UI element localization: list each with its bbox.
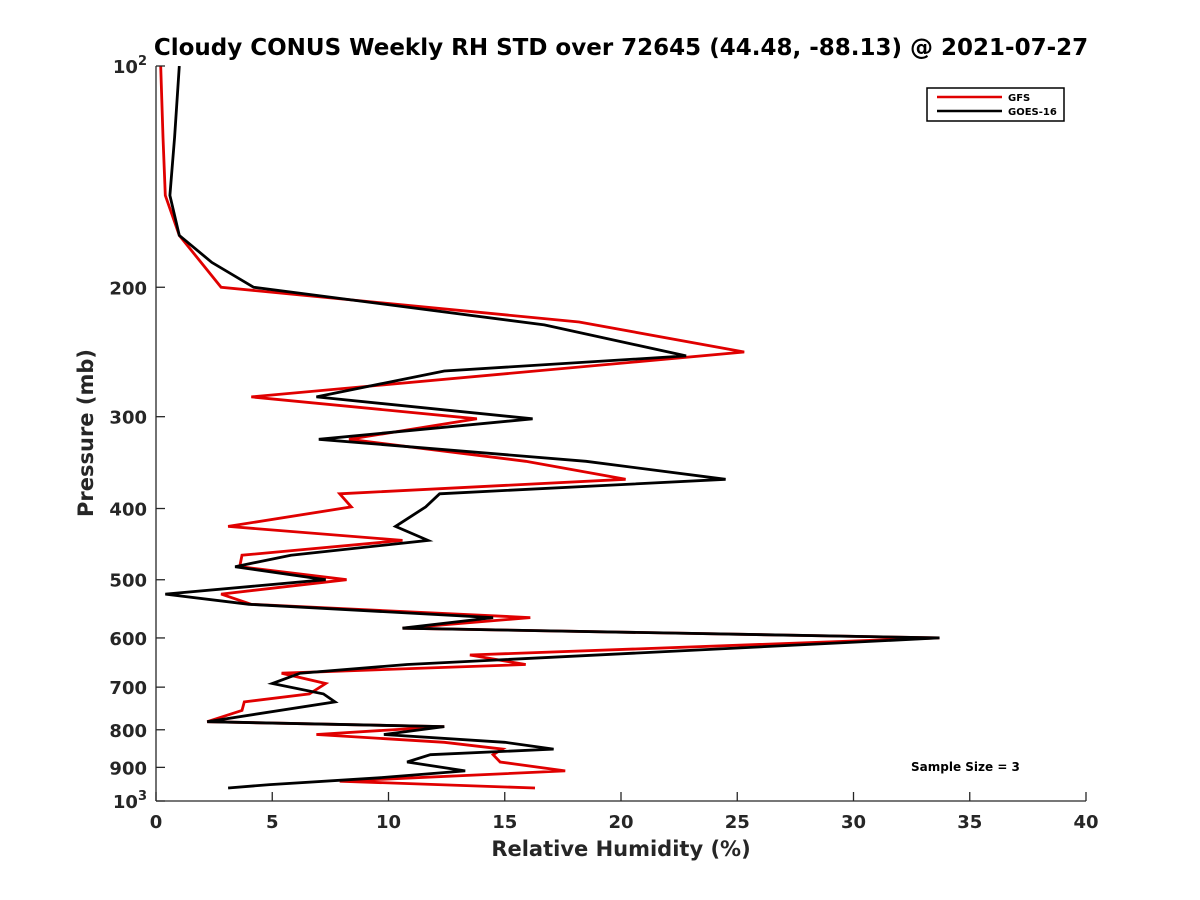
x-tick-label: 20 — [608, 812, 633, 833]
legend-box — [926, 87, 1065, 122]
y-tick-label: 400 — [109, 500, 147, 521]
legend-label-gfs: GFS — [1008, 93, 1030, 104]
x-tick-label: 0 — [150, 812, 163, 833]
legend-label-goes16: GOES-16 — [1008, 107, 1057, 118]
x-tick-label: 30 — [841, 812, 866, 833]
y-axis-label: Pressure (mb) — [74, 349, 98, 517]
y-tick-label: 700 — [109, 678, 147, 699]
y-tick-label: 900 — [109, 758, 147, 779]
x-tick-label: 25 — [725, 812, 750, 833]
plot-area — [159, 66, 940, 790]
series-layer — [159, 66, 940, 790]
x-tick-label: 35 — [957, 812, 982, 833]
legend: GFS GOES-16 — [926, 87, 1065, 122]
y-tick-label-top: 102 — [113, 54, 147, 78]
series-line-goes16 — [165, 66, 940, 790]
y-tick-label: 500 — [109, 571, 147, 592]
sample-size-annotation: Sample Size = 3 — [911, 760, 1020, 774]
y-tick-label: 600 — [109, 629, 147, 650]
axes-layer: 0 5 10 15 20 25 30 35 40 200 300 400 500 600 700 800 900… — [109, 54, 1098, 833]
x-tick-label: 10 — [376, 812, 401, 833]
y-tick-label: 800 — [109, 721, 147, 742]
x-tick-label: 15 — [492, 812, 517, 833]
y-tick-label: 200 — [109, 278, 147, 299]
x-tick-label: 5 — [266, 812, 279, 833]
chart-title: Cloudy CONUS Weekly RH STD over 72645 (4… — [154, 35, 1088, 61]
y-tick-label-bottom: 103 — [113, 789, 147, 813]
x-tick-label: 40 — [1073, 812, 1098, 833]
x-axis-label: Relative Humidity (%) — [491, 837, 750, 861]
y-tick-label: 300 — [109, 408, 147, 429]
